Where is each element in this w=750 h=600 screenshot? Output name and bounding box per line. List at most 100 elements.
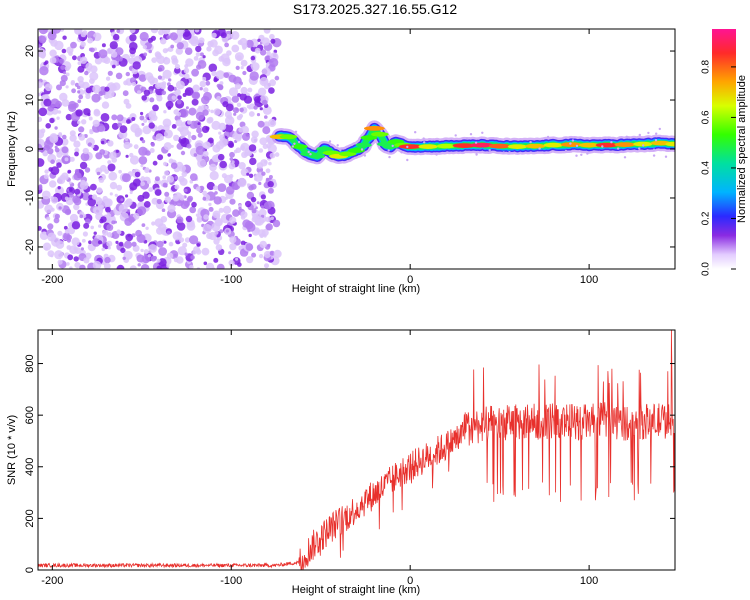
noise-blob: [269, 250, 275, 256]
colorbar-ticks: 0.0 0.2 0.4 0.6 0.8: [701, 60, 736, 276]
noise-blob: [256, 113, 261, 117]
halo-point: [474, 141, 478, 144]
noise-blob: [114, 193, 118, 197]
noise-blob: [160, 38, 167, 45]
noise-blob: [184, 237, 191, 243]
noise-blob: [80, 152, 90, 162]
noise-blob: [163, 142, 172, 151]
x-tick-label: 100: [580, 274, 598, 286]
noise-blob: [234, 83, 241, 90]
noise-blob: [47, 105, 54, 112]
noise-blob: [60, 65, 66, 70]
noise-blob: [162, 69, 172, 79]
noise-blob: [47, 31, 57, 41]
noise-blob: [175, 80, 185, 90]
noise-blob: [46, 216, 51, 221]
noise-blob: [195, 52, 201, 57]
noise-blob: [176, 216, 184, 224]
noise-blob: [188, 107, 197, 116]
halo-point: [297, 140, 301, 144]
noise-blob: [87, 37, 94, 44]
y-tick-label: 600: [24, 406, 36, 424]
noise-blob: [70, 80, 76, 85]
halo-point: [652, 148, 656, 151]
noise-blob: [141, 223, 146, 228]
noise-blob: [125, 119, 131, 124]
noise-blob: [201, 247, 210, 256]
noise-blob: [259, 137, 268, 146]
noise-blob: [71, 103, 77, 109]
noise-blob: [98, 177, 105, 183]
noise-blob: [199, 52, 204, 57]
noise-blob: [190, 255, 195, 260]
halo-point: [423, 141, 426, 144]
noise-blob: [134, 171, 141, 178]
noise-blob: [80, 247, 84, 251]
noise-blob: [236, 55, 242, 61]
noise-blob: [71, 119, 79, 127]
noise-blob: [63, 71, 67, 75]
halo-point: [575, 154, 578, 157]
halo-point: [295, 151, 298, 155]
noise-blob: [206, 46, 212, 52]
noise-blob: [206, 117, 213, 124]
noise-blob: [82, 147, 89, 155]
noise-blob: [179, 177, 188, 186]
noise-blob: [89, 71, 99, 81]
noise-blob: [129, 182, 138, 191]
noise-blob: [185, 106, 189, 110]
noise-blob: [40, 128, 46, 134]
noise-blob: [140, 264, 150, 269]
signal-hotspot: [614, 142, 636, 148]
halo-point: [664, 155, 668, 158]
noise-blob: [176, 99, 182, 105]
noise-blob: [187, 120, 192, 125]
noise-blob: [183, 200, 190, 207]
noise-blob: [140, 176, 145, 181]
noise-blob: [79, 214, 84, 219]
snr-series-line: [38, 330, 675, 570]
noise-blob: [232, 209, 240, 217]
noise-blob: [92, 84, 101, 94]
noise-blob: [142, 191, 150, 199]
noise-blob: [267, 181, 274, 188]
noise-blob: [238, 113, 244, 119]
noise-blob: [131, 117, 136, 121]
noise-blob: [104, 169, 110, 175]
noise-blob: [166, 252, 174, 259]
noise-blob: [97, 240, 103, 245]
noise-blob: [115, 240, 119, 244]
noise-blob: [117, 56, 123, 62]
noise-blob: [56, 162, 62, 168]
noise-blob: [196, 243, 201, 247]
noise-blob: [217, 84, 224, 90]
noise-blob: [66, 245, 72, 250]
noise-blob: [50, 159, 55, 164]
noise-blob: [107, 160, 112, 165]
noise-blob: [231, 44, 240, 53]
noise-blob: [87, 112, 91, 117]
noise-blob: [105, 206, 111, 213]
noise-blob: [212, 210, 221, 219]
noise-blob: [215, 70, 225, 80]
noise-blob: [228, 162, 236, 170]
noise-blob: [191, 201, 197, 208]
noise-blob: [125, 103, 132, 109]
noise-blob: [176, 42, 184, 50]
halo-point: [363, 154, 367, 157]
noise-blob: [239, 93, 247, 101]
noise-blob: [49, 134, 59, 144]
noise-blob: [57, 110, 62, 114]
noise-blob: [54, 147, 60, 153]
x-tick-label: 100: [580, 575, 598, 587]
noise-blob: [184, 252, 188, 256]
noise-blob: [42, 242, 52, 251]
noise-blob: [129, 34, 137, 42]
noise-blob: [91, 194, 98, 200]
noise-blob: [175, 119, 183, 127]
noise-blob: [84, 167, 91, 173]
noise-blob: [158, 29, 164, 36]
noise-blob: [49, 180, 57, 188]
noise-blob: [240, 66, 244, 70]
signal-hotspot: [418, 144, 438, 150]
